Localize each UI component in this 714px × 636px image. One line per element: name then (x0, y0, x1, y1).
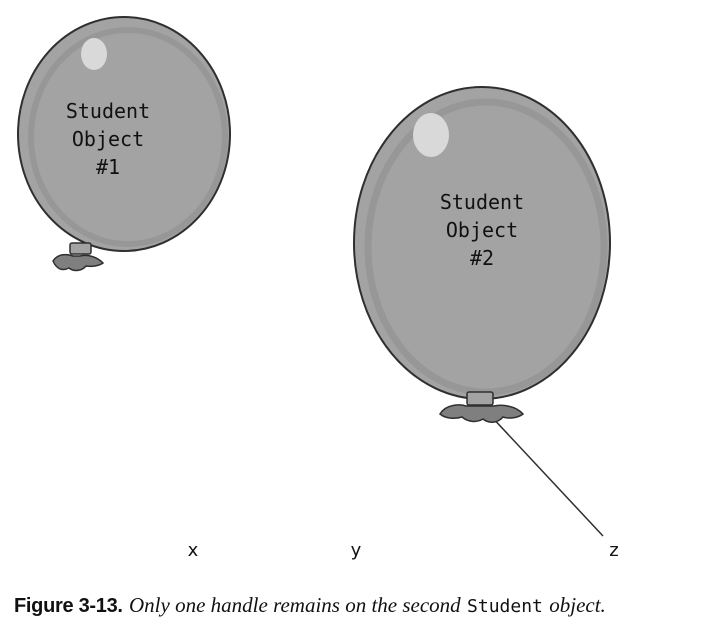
figure-label: Figure 3-13. (14, 595, 123, 617)
balloon-1-label-line2: Object (72, 127, 144, 151)
balloon-1-highlight-icon (81, 38, 107, 70)
balloon-1-label-line3: #1 (96, 155, 120, 179)
balloon-2-label-line2: Object (446, 218, 518, 242)
balloon-1-label-line1: Student (66, 99, 150, 123)
caption-text-after: object. (549, 593, 606, 617)
balloon-1: Student Object #1 (17, 16, 231, 272)
balloon-2-label-line3: #2 (470, 246, 494, 270)
handle-label-z: z (609, 540, 618, 561)
figure-caption: Figure 3-13. Only one handle remains on … (14, 593, 704, 619)
handle-label-x: x (188, 540, 199, 561)
balloon-1-shading (28, 27, 228, 247)
caption-text-before: Only one handle remains on the second (129, 593, 461, 617)
balloon-2-string (488, 413, 604, 537)
balloon-2: Student Object #2 (353, 86, 611, 537)
handle-label-y: y (351, 540, 362, 561)
balloon-2-label-line1: Student (440, 190, 524, 214)
balloon-1-knot-icon (52, 242, 105, 272)
caption-code: Student (467, 596, 543, 617)
balloon-2-knot-icon (439, 391, 525, 423)
balloon-1-body (17, 16, 231, 252)
balloon-2-highlight-icon (413, 113, 449, 157)
